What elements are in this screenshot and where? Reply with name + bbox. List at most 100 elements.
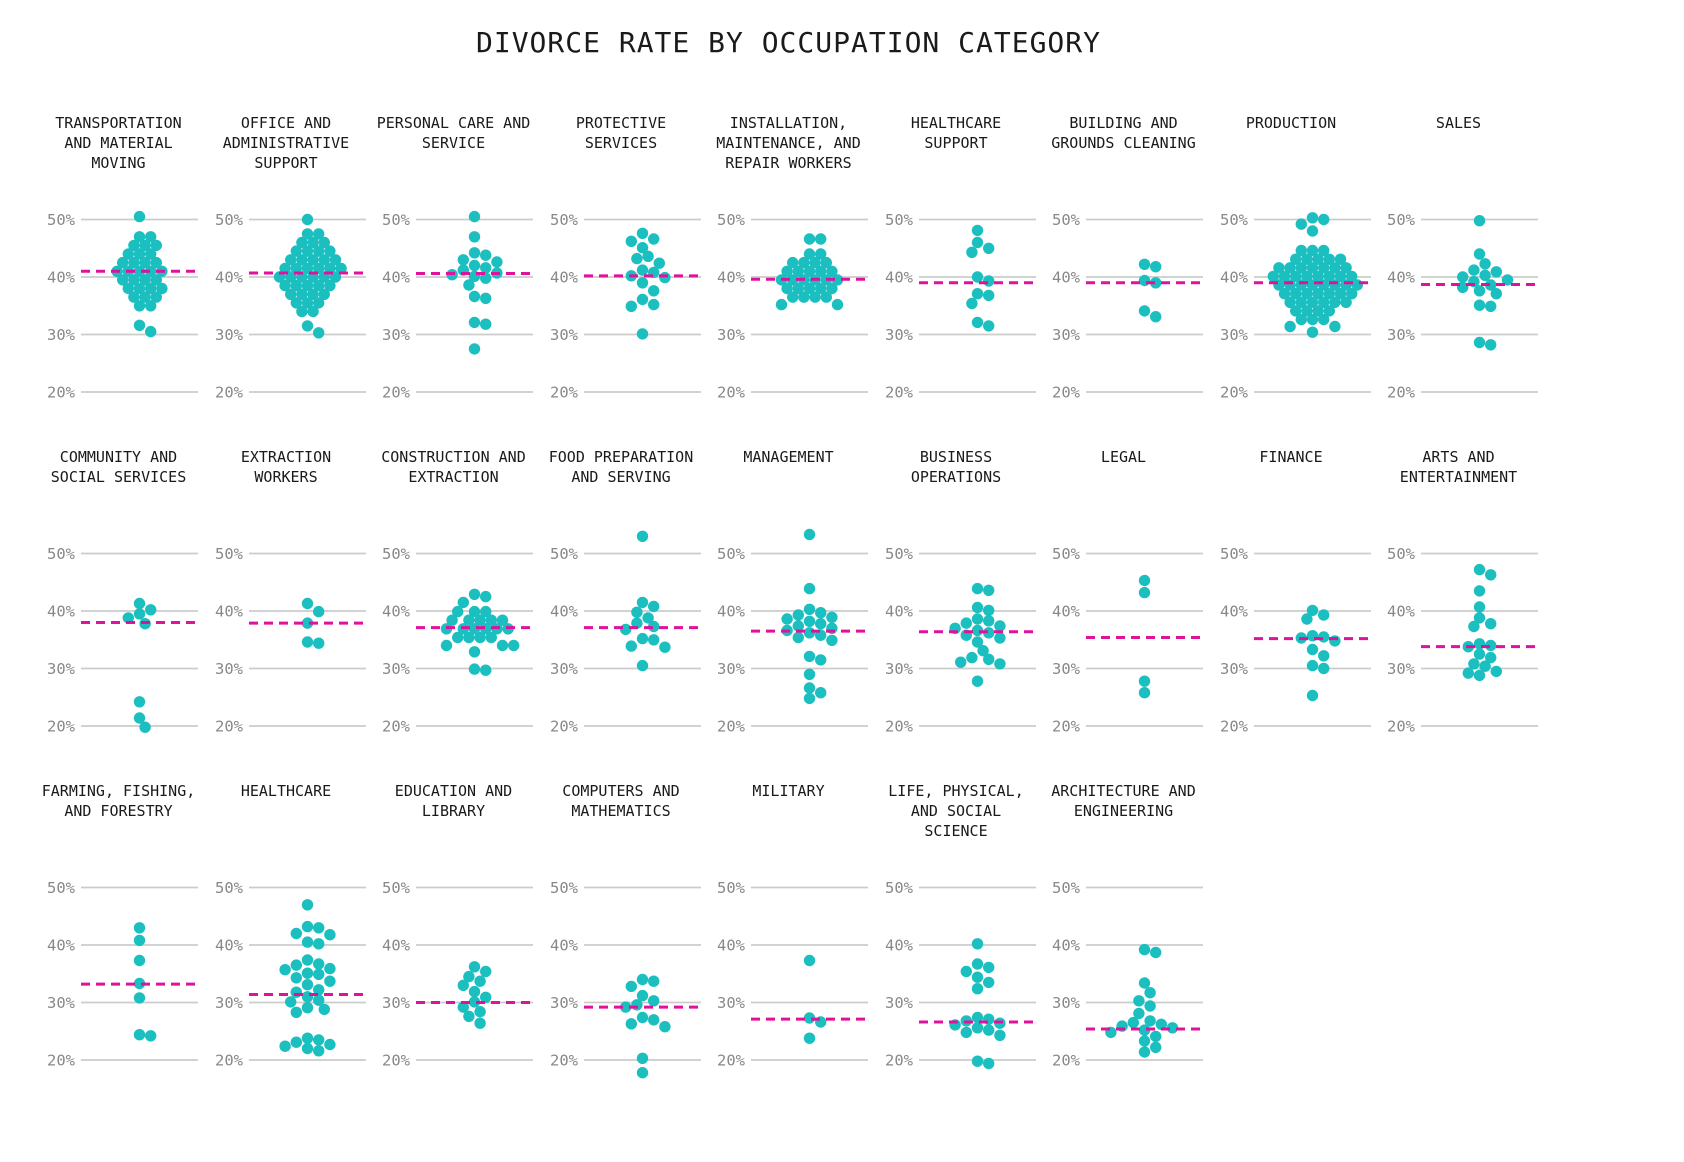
data-dot (1138, 1035, 1151, 1047)
data-dot (150, 291, 162, 303)
data-dot (1150, 311, 1162, 323)
data-dot (803, 248, 816, 260)
subplot-canvas-building-and-grounds-cleaning: 50% 40% 30% 20% (1052, 211, 1203, 401)
data-dot (787, 274, 799, 286)
data-dot (1328, 296, 1341, 308)
data-dot (133, 210, 146, 223)
data-dot (1144, 1000, 1156, 1012)
tick-label-50: 50% (215, 545, 244, 563)
data-dot (1485, 618, 1497, 630)
data-dot (971, 224, 983, 237)
data-dot (826, 282, 838, 295)
data-dot (452, 605, 464, 618)
data-dot (468, 663, 481, 675)
data-dot (480, 292, 492, 304)
tick-label-40: 40% (1052, 268, 1081, 286)
subplot-canvas-architecture-and-engineering: 50% 40% 30% 20% (1052, 879, 1203, 1069)
data-dot (636, 227, 648, 239)
subplot-canvas-healthcare: 50% 40% 30% 20% (215, 879, 366, 1069)
subplot-computers-and-mathematics: COMPUTERS AND MATHEMATICS 50% 40% 30% 20% (538, 779, 705, 1113)
data-dot (1295, 244, 1307, 257)
data-dot (831, 298, 844, 311)
data-dot (982, 1024, 994, 1036)
data-dot (468, 343, 481, 355)
tick-label-50: 50% (550, 545, 579, 563)
subplot-title: CONSTRUCTION AND EXTRACTION (381, 448, 526, 486)
subplot-construction-and-extraction: CONSTRUCTION AND EXTRACTION 50% 40% 30% 20% (370, 445, 537, 779)
data-dot (284, 996, 296, 1008)
data-dot (625, 1018, 637, 1030)
data-dot (1473, 336, 1486, 349)
data-dot (1485, 651, 1497, 664)
tick-label-20: 20% (717, 717, 746, 735)
data-dot (1473, 248, 1486, 260)
data-dot (658, 271, 671, 284)
data-dot (1490, 266, 1502, 278)
subplot-title: BUILDING AND GROUNDS CLEANING (1051, 114, 1196, 152)
data-dot (1317, 244, 1329, 257)
data-dot (619, 623, 631, 636)
data-dot (1138, 274, 1151, 287)
data-dot (474, 1006, 486, 1018)
data-dot (798, 291, 810, 303)
data-dot (1317, 631, 1329, 643)
tick-label-50: 50% (47, 879, 76, 897)
data-dot (440, 639, 453, 652)
data-dot (312, 279, 324, 292)
data-dot (1473, 648, 1486, 660)
data-dot (971, 582, 983, 595)
data-dot (641, 612, 654, 624)
tick-label-50: 50% (1220, 545, 1249, 563)
data-dot (971, 675, 983, 687)
data-dot (820, 291, 832, 303)
data-dot (133, 1029, 146, 1041)
data-dot (1317, 650, 1329, 662)
subplot-legal: LEGAL 50% 40% 30% 20% (1040, 445, 1207, 779)
data-dot (1468, 658, 1480, 670)
data-dot (971, 624, 983, 637)
chart-title: DIVORCE RATE BY OCCUPATION CATEGORY (475, 26, 1101, 59)
data-dot (653, 257, 665, 269)
data-dot (1133, 1007, 1145, 1020)
tick-label-40: 40% (717, 268, 746, 286)
subplot-title: INSTALLATION, MAINTENANCE, AND REPAIR WO… (716, 114, 861, 172)
data-dot (803, 233, 816, 245)
tick-label-20: 20% (1220, 383, 1249, 401)
tick-label-20: 20% (215, 717, 244, 735)
data-dot (133, 992, 146, 1004)
data-dot (306, 236, 319, 249)
data-dot (965, 297, 978, 310)
data-dot (133, 248, 146, 260)
tick-label-30: 30% (1052, 994, 1081, 1012)
subplot-food-preparation-and-serving: FOOD PREPARATION AND SERVING 50% 40% 30% 20% (538, 445, 705, 779)
data-dot (133, 597, 146, 610)
subplot-life-physical-and-social-science: LIFE, PHYSICAL, AND SOCIAL SCIENCE 50% 40%… (873, 779, 1040, 1113)
data-dot (468, 588, 481, 600)
data-dot (278, 1040, 291, 1052)
tick-label-30: 30% (1220, 660, 1249, 678)
tick-label-40: 40% (215, 936, 244, 954)
data-dot (133, 231, 146, 243)
data-dot (1311, 270, 1324, 283)
data-dot (982, 1057, 994, 1070)
data-dot (647, 298, 659, 311)
data-dot (290, 262, 302, 275)
data-dot (290, 986, 302, 998)
data-dot (803, 528, 816, 541)
data-dot (658, 1021, 671, 1033)
data-dot (306, 254, 319, 266)
data-dot (312, 984, 324, 996)
data-dot (792, 265, 804, 277)
data-dot (1306, 262, 1318, 274)
data-dot (312, 228, 324, 240)
data-dot (312, 968, 324, 980)
subplot-architecture-and-engineering: ARCHITECTURE AND ENGINEERING 50% 40% 30% 20% (1040, 779, 1207, 1113)
tick-label-50: 50% (382, 879, 411, 897)
tick-label-30: 30% (1387, 660, 1416, 678)
subplot-canvas-finance: 50% 40% 30% 20% (1220, 545, 1371, 735)
subplot-title: LEGAL (1100, 448, 1147, 466)
data-dot (306, 288, 319, 300)
data-dot (1155, 1018, 1167, 1030)
data-dot (318, 288, 330, 300)
subplot-healthcare: HEALTHCARE 50% 40% 30% 20% (203, 779, 370, 1113)
